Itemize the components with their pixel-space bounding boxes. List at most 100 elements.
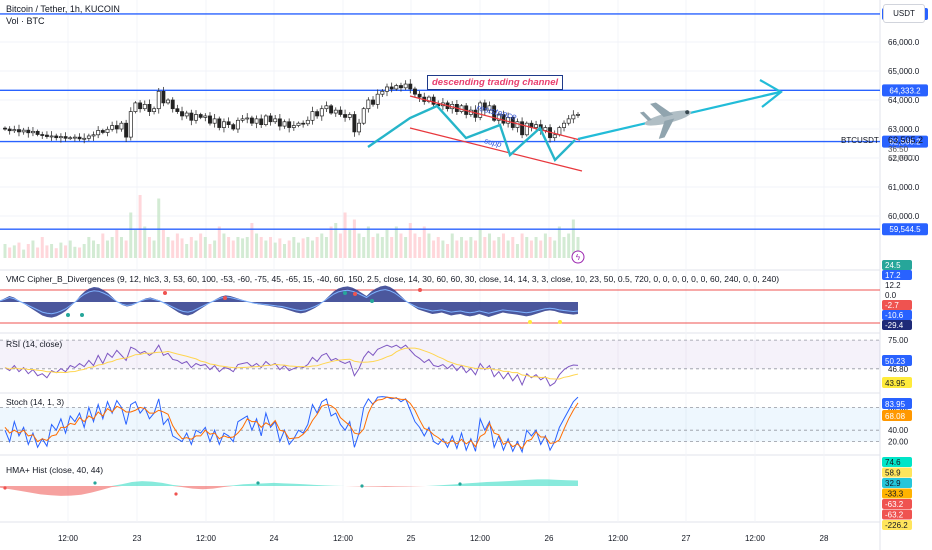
volume-bar <box>511 237 515 258</box>
hidden-price-label: 63,000.0 <box>888 155 915 162</box>
vmc-value-label: -10.6 <box>885 311 904 320</box>
rsi-value-label: 50.23 <box>885 357 906 366</box>
volume-bar <box>36 247 40 258</box>
time-tick-label: 12:00 <box>608 534 629 543</box>
candle-body <box>128 111 133 138</box>
airplane-fuselage <box>644 110 692 126</box>
candle-body <box>203 115 208 118</box>
pattern-zigzag <box>367 104 576 163</box>
price-tick-label: 62,000.0 <box>888 154 920 163</box>
volume-bar <box>161 230 165 258</box>
candle-body <box>520 121 525 136</box>
candle-body <box>319 108 324 117</box>
candle-body <box>361 108 366 124</box>
volume-bar <box>124 240 128 258</box>
volume-bar <box>17 242 21 258</box>
volume-bar <box>241 238 245 258</box>
volume-bar <box>199 233 203 258</box>
candle-body <box>175 108 180 112</box>
volume-bar <box>380 237 384 258</box>
volume-bar <box>227 237 231 258</box>
channel-resistance-line <box>409 95 581 141</box>
hma-value-tag <box>882 520 912 530</box>
target-arrow-head <box>759 79 783 108</box>
volume-bar <box>222 233 226 258</box>
volume-bar <box>497 237 501 258</box>
candle-body <box>338 109 343 115</box>
volume-bar <box>474 240 478 258</box>
volume-bar <box>115 230 119 258</box>
rsi-level-label: 75.00 <box>888 336 909 345</box>
hma-value-tag <box>882 509 912 520</box>
hma-hist-title[interactable]: HMA+ Hist (close, 40, 44) <box>6 465 104 475</box>
candle-body <box>389 86 394 90</box>
candle-body <box>343 114 348 118</box>
candle-body <box>12 129 17 132</box>
volume-bar <box>539 240 543 258</box>
volume-bar <box>82 244 86 258</box>
volume-bar <box>334 223 338 258</box>
candle-body <box>114 125 119 130</box>
volume-bar <box>68 240 72 258</box>
volume-bar <box>385 230 389 258</box>
candle-body <box>305 119 310 125</box>
volume-bar <box>408 223 412 258</box>
airplane-wing <box>658 118 675 139</box>
vmc-wave-area <box>0 285 578 318</box>
candle-body <box>91 134 96 137</box>
volume-bar <box>455 240 459 258</box>
volume-bar <box>96 244 100 258</box>
volume-bar <box>213 240 217 258</box>
volume-bar <box>543 233 547 258</box>
airplane-icon <box>639 102 692 139</box>
volume-bar <box>217 226 221 258</box>
hma-signal-dot <box>93 481 97 485</box>
candle-body <box>496 114 501 121</box>
candle-body <box>352 114 357 133</box>
hma-value-tag <box>882 457 912 467</box>
candle-body <box>35 130 40 135</box>
volume-bar <box>203 237 207 258</box>
volume-bar <box>478 230 482 258</box>
rsi-title[interactable]: RSI (14, close) <box>6 339 63 349</box>
price-tick-label: 63,000.0 <box>888 125 920 134</box>
candle-body <box>3 127 7 130</box>
volume-bar <box>418 237 422 258</box>
stoch-title[interactable]: Stoch (14, 1, 3) <box>6 397 65 407</box>
volume-bar <box>362 237 366 258</box>
volume-bar <box>175 233 179 258</box>
vmc-value-label: 17.2 <box>885 271 901 280</box>
candle-body <box>375 93 380 105</box>
volume-bar <box>278 238 282 258</box>
candle-body <box>138 102 143 110</box>
vmc-value-label: 0.0 <box>885 291 897 300</box>
currency-selector[interactable]: USDT <box>883 4 925 23</box>
volume-bar <box>283 244 287 258</box>
time-tick-label: 12:00 <box>470 534 491 543</box>
volume-bar <box>189 237 193 258</box>
candle-body <box>77 136 82 140</box>
candle-body <box>413 88 417 95</box>
volume-bar <box>208 244 212 258</box>
descending-channel-annotation: descending trading channel <box>427 75 564 90</box>
hma-hist-positive <box>0 479 578 486</box>
volume-bar <box>413 233 417 258</box>
volume-bar <box>515 244 519 258</box>
volume-bar <box>185 244 189 258</box>
candle-body <box>194 114 198 121</box>
candle-body <box>268 115 273 123</box>
time-tick-label: 26 <box>545 534 554 543</box>
candle-body <box>72 136 77 139</box>
candle-body <box>273 118 278 123</box>
hma-signal-dot <box>360 484 364 488</box>
vmc-cipher-title[interactable]: VMC Cipher_B_Divergences (9, 12, hlc3, 3… <box>6 274 780 284</box>
candle-body <box>394 85 399 90</box>
candle-body <box>124 122 129 138</box>
time-tick-label: 12:00 <box>196 534 217 543</box>
volume-bar <box>129 212 133 258</box>
candle-body <box>240 118 245 121</box>
stoch-value-tag <box>882 410 912 421</box>
stoch-level-label: 20.00 <box>888 438 909 447</box>
hma-signal-dot <box>458 482 462 486</box>
volume-bar <box>245 237 249 258</box>
